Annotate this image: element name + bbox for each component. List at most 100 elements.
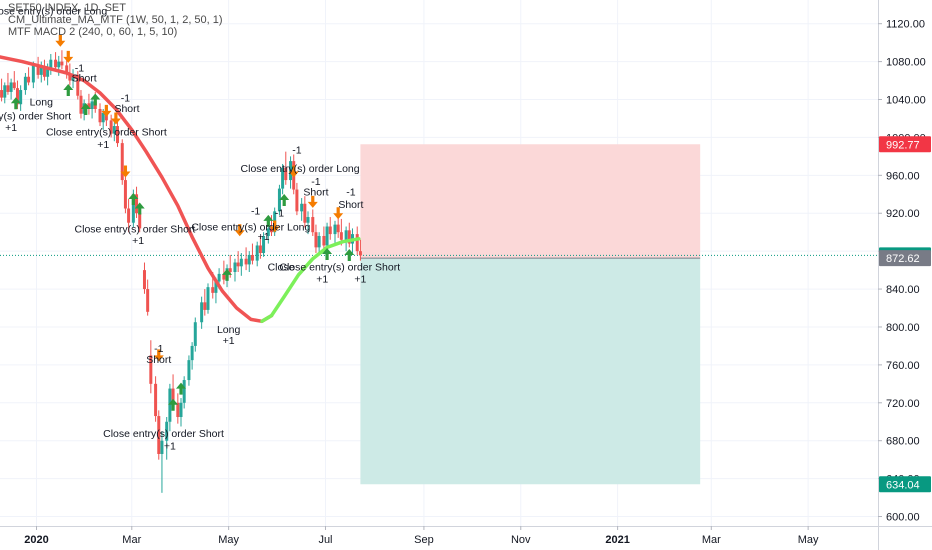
- price-tick-label: 680.00: [886, 436, 920, 448]
- long-arrow-icon: [10, 97, 21, 110]
- trade-label: -1: [121, 93, 130, 105]
- time-tick-label: Mar: [702, 534, 721, 546]
- candle-body: [206, 287, 210, 310]
- candle-body: [123, 180, 127, 209]
- price-tick-label: 1040.00: [886, 95, 926, 107]
- candle-body: [101, 112, 105, 123]
- price-tag-label: 872.62: [886, 253, 920, 265]
- price-tick-label: 1120.00: [886, 19, 925, 31]
- trade-label: Short: [72, 73, 97, 85]
- candle-body: [244, 258, 248, 265]
- candle-body: [90, 101, 94, 109]
- candle-body: [0, 90, 4, 98]
- candle-body: [311, 217, 315, 233]
- trade-label: Short: [114, 103, 139, 115]
- trade-label: -1: [275, 207, 284, 219]
- short-arrow-icon: [288, 165, 299, 178]
- candle-body: [19, 90, 23, 105]
- candle-body: [12, 82, 16, 89]
- long-arrow-icon: [90, 93, 101, 106]
- candle-body: [203, 302, 207, 310]
- price-lines: [0, 254, 878, 259]
- candle-body: [266, 228, 270, 236]
- candle-body: [303, 203, 307, 223]
- long-arrow-icon: [80, 102, 91, 115]
- candle-body: [339, 232, 343, 240]
- candle-body: [358, 251, 362, 256]
- trade-label: -1: [75, 62, 84, 74]
- candle-body: [57, 61, 61, 68]
- short-arrow-icon: [101, 104, 112, 117]
- candle-body: [49, 59, 53, 70]
- long-arrow-icon: [279, 193, 290, 206]
- trade-label: Close entry(s) order Short: [46, 127, 167, 139]
- long-arrow-icon: [175, 382, 186, 395]
- price-tick-label: 920.00: [886, 208, 920, 220]
- price-tag-target: [879, 476, 931, 493]
- candle-body: [355, 234, 359, 252]
- trade-label: Long: [217, 324, 241, 336]
- trade-label: Short: [303, 186, 328, 198]
- position-zones[interactable]: [360, 144, 701, 485]
- trade-label: Close entry(s) order Short: [279, 261, 400, 273]
- candle-body: [60, 61, 64, 66]
- candle-body: [160, 440, 164, 454]
- trade-label: +1: [258, 231, 270, 243]
- candle-body: [54, 59, 58, 68]
- price-tick-label: 1080.00: [886, 57, 926, 69]
- long-arrow-icon: [134, 202, 145, 215]
- trade-label: Close entry(s) order Long: [191, 222, 310, 234]
- price-tick-label: 840.00: [886, 284, 920, 296]
- candle-body: [322, 235, 326, 246]
- candle-body: [165, 421, 169, 441]
- trade-label: Long: [30, 96, 54, 108]
- trade-label: -1: [251, 205, 260, 217]
- time-axis-bg: [0, 526, 932, 550]
- ma-line-up: [260, 237, 361, 324]
- candle-body: [228, 268, 232, 273]
- candle-body: [154, 383, 158, 417]
- long-arrow-icon: [344, 248, 355, 261]
- time-tick-label: Nov: [511, 534, 531, 546]
- candle-body: [333, 224, 337, 235]
- trade-label: ntry(s) order Short: [0, 111, 71, 123]
- candle-body: [79, 95, 83, 114]
- trade-label: +1: [164, 440, 176, 452]
- short-arrow-icon: [333, 207, 344, 220]
- candle-body: [289, 161, 293, 181]
- long-arrow-icon: [322, 247, 333, 260]
- candle-body: [68, 72, 72, 81]
- short-arrow-icon: [55, 34, 66, 47]
- trade-label: Close entry(s) order Short: [75, 223, 196, 235]
- candle-body: [325, 226, 329, 246]
- long-arrow-icon: [128, 193, 139, 206]
- trade-label: Close: [268, 261, 295, 273]
- candle-body: [314, 232, 318, 248]
- short-arrow-icon: [234, 224, 245, 237]
- chart-grid: [0, 0, 878, 526]
- candle-body: [27, 76, 31, 83]
- candle-body: [269, 228, 273, 233]
- time-tick-label: Jul: [318, 534, 332, 546]
- signal-arrows: [10, 34, 355, 411]
- trade-label: +1: [132, 235, 144, 247]
- candle-body: [131, 194, 135, 223]
- time-tick-label: May: [218, 534, 239, 546]
- price-tick-label: 800.00: [886, 322, 920, 334]
- price-tag-label: 634.04: [886, 479, 920, 491]
- candle-body: [157, 416, 161, 454]
- trade-label: +1: [354, 274, 366, 286]
- trade-label: -1: [346, 186, 355, 198]
- candle-body: [146, 289, 150, 312]
- candle-body: [328, 226, 332, 235]
- candle-body: [127, 208, 131, 223]
- candle-body: [3, 85, 7, 98]
- long-arrow-icon: [222, 268, 233, 281]
- candle-body: [182, 380, 186, 403]
- trade-label: -1: [311, 176, 320, 188]
- candle-body: [39, 66, 43, 75]
- trade-label: Short: [146, 354, 171, 366]
- candle-body: [135, 194, 139, 214]
